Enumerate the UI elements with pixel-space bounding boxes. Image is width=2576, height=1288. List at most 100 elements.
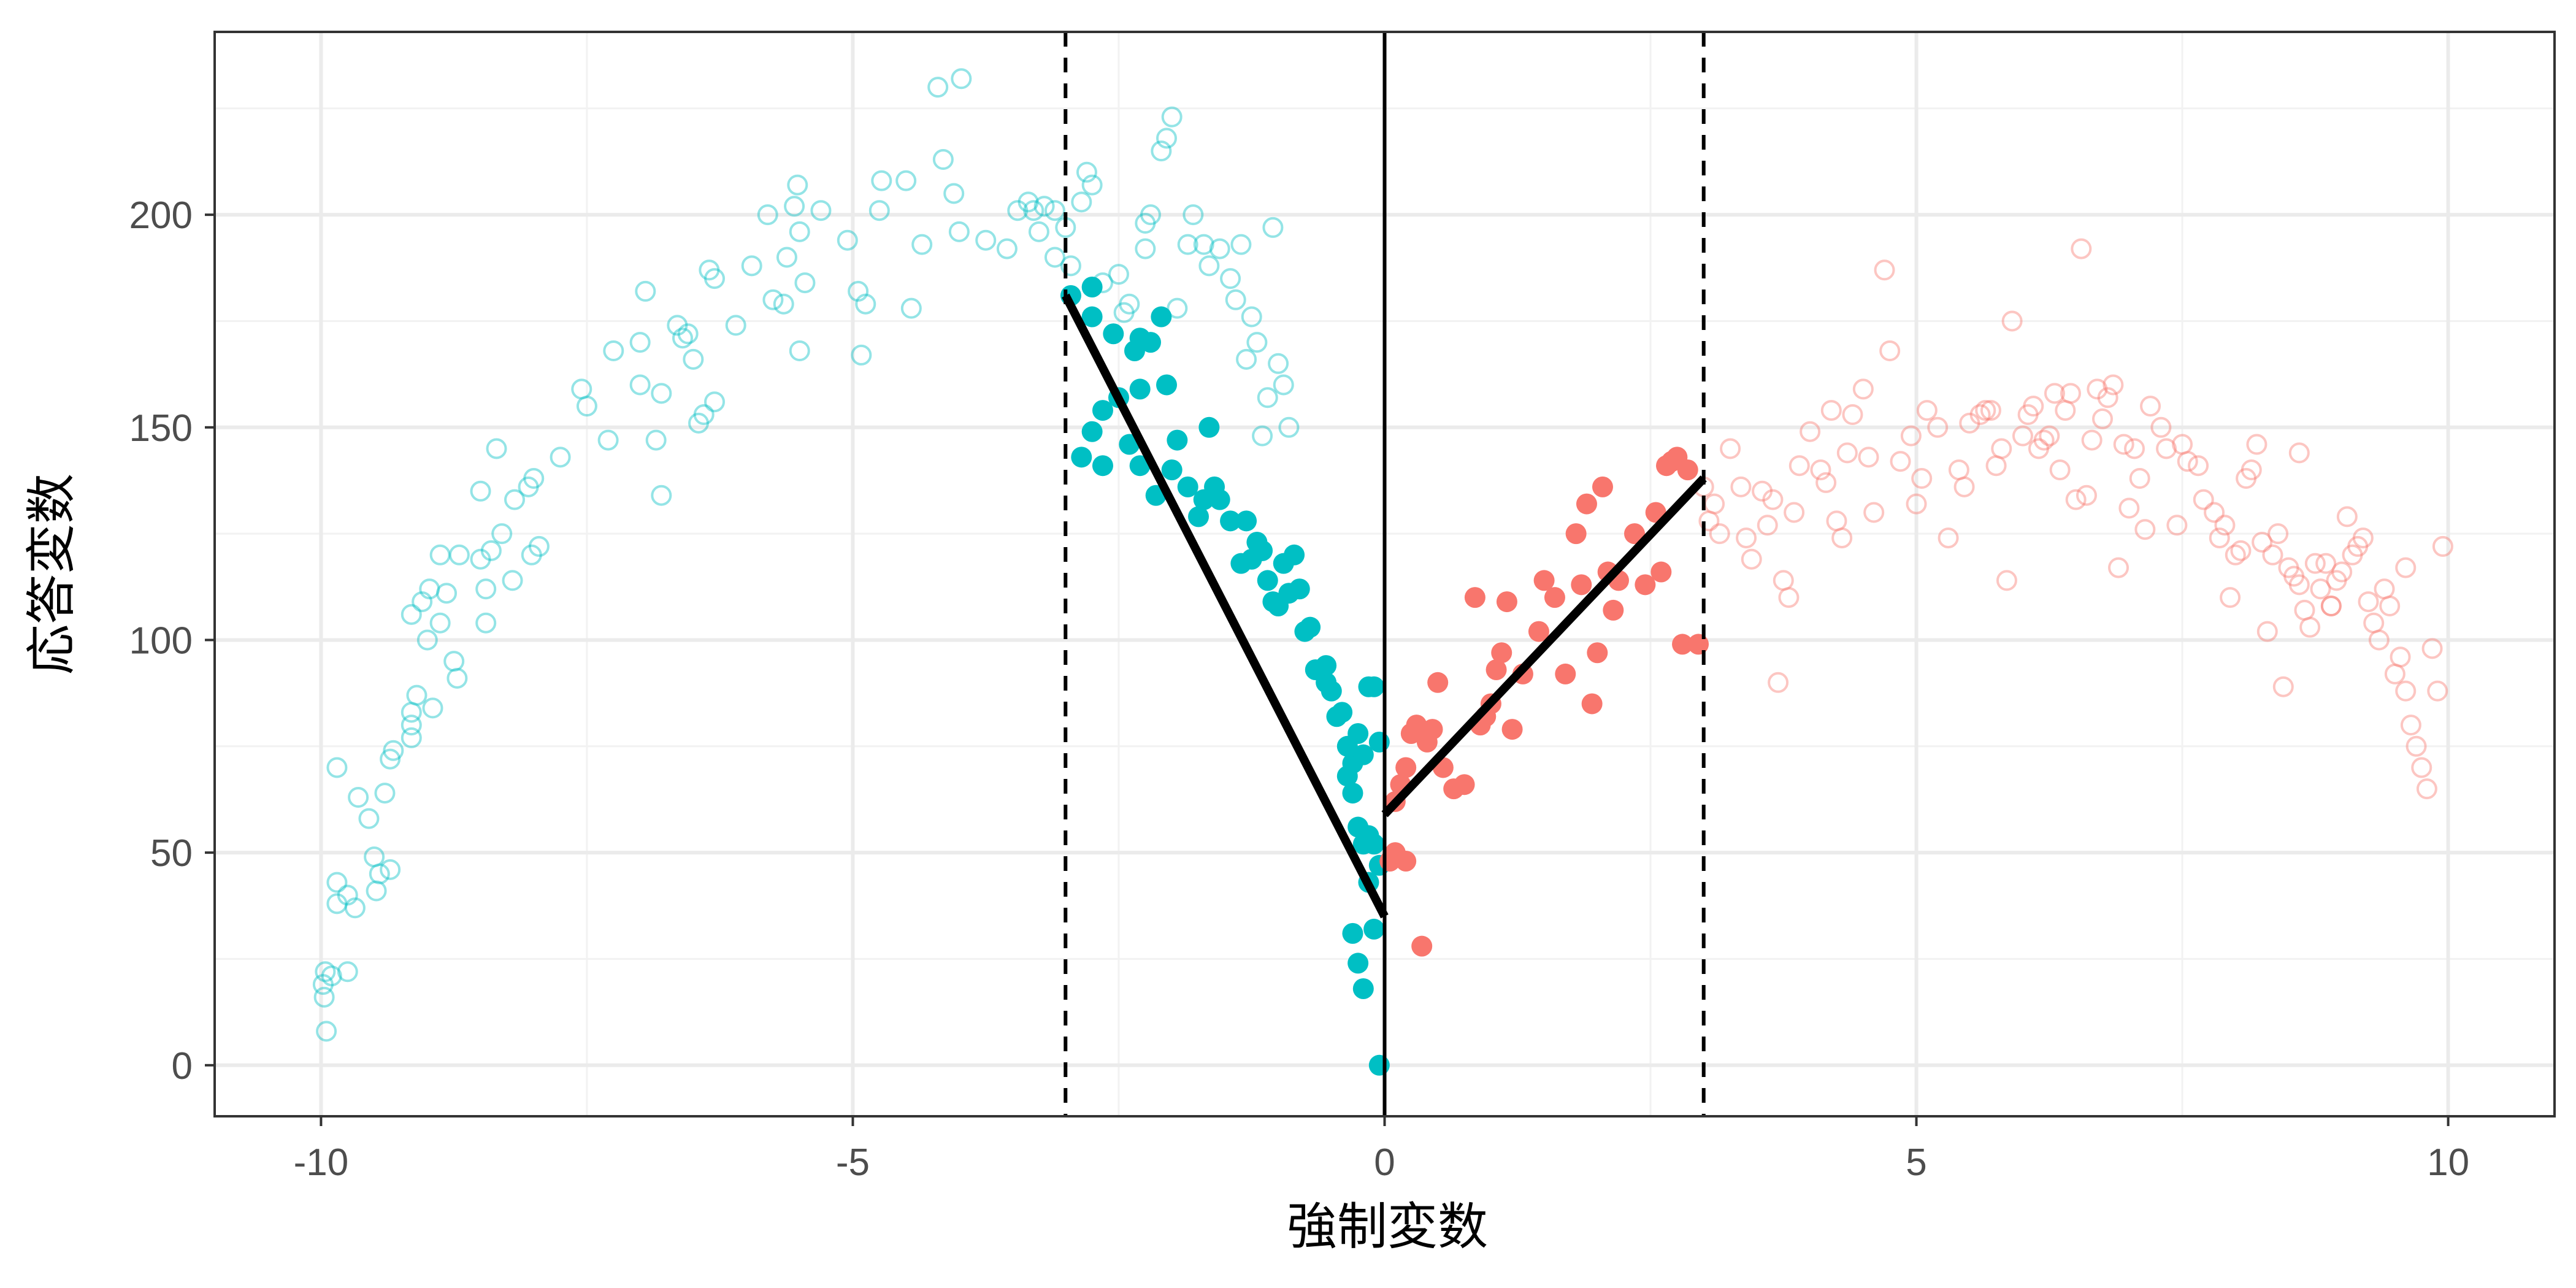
treatment-hollow-point xyxy=(1852,378,1874,400)
control-hollow-point xyxy=(776,247,797,268)
control-solid-point xyxy=(1129,455,1151,477)
control-hollow-point xyxy=(1246,332,1268,353)
control-solid-point xyxy=(1289,578,1310,600)
control-hollow-point xyxy=(1151,140,1172,162)
treatment-hollow-point xyxy=(2044,383,2065,404)
control-hollow-point xyxy=(436,583,458,604)
treatment-hollow-point xyxy=(1788,455,1810,477)
x-tick-label: 10 xyxy=(2427,1141,2469,1184)
treatment-hollow-point xyxy=(1906,493,1927,515)
control-hollow-point xyxy=(358,808,380,829)
control-solid-point xyxy=(1252,540,1273,561)
control-hollow-point xyxy=(787,174,808,196)
control-solid-point xyxy=(1220,510,1241,532)
control-hollow-point xyxy=(635,280,656,302)
control-hollow-point xyxy=(1273,374,1294,396)
treatment-hollow-point xyxy=(2347,535,2369,557)
treatment-solid-point xyxy=(1635,574,1656,596)
fit-lines xyxy=(1062,293,1707,919)
treatment-hollow-point xyxy=(1784,502,1805,523)
treatment-hollow-point xyxy=(1836,442,1858,464)
treatment-hollow-point xyxy=(2177,451,2198,472)
treatment-hollow-point xyxy=(2421,638,2443,659)
control-hollow-point xyxy=(773,293,794,315)
control-solid-point xyxy=(1368,1054,1390,1076)
control-hollow-point xyxy=(443,651,465,672)
control-hollow-point xyxy=(1018,191,1039,213)
treatment-hollow-point xyxy=(2204,502,2225,523)
treatment-hollow-point xyxy=(2294,599,2315,621)
y-tick-label: 100 xyxy=(129,619,193,662)
treatment-hollow-point xyxy=(1815,472,1837,493)
treatment-hollow-point xyxy=(2092,408,2114,429)
control-hollow-point xyxy=(528,535,550,557)
control-solid-point xyxy=(1092,455,1113,477)
treatment-hollow-point xyxy=(2103,374,2124,396)
treatment-hollow-point xyxy=(1879,340,1901,361)
control-hollow-point xyxy=(975,229,997,251)
control-solid-point xyxy=(1140,332,1161,353)
treatment-solid-point xyxy=(1454,774,1475,795)
control-hollow-point xyxy=(475,612,497,634)
treatment-hollow-point xyxy=(2225,544,2246,565)
control-hollow-point xyxy=(1033,196,1055,217)
treatment-hollow-point xyxy=(1858,447,1879,468)
treatment-solid-point xyxy=(1533,570,1555,591)
treatment-hollow-point xyxy=(2118,497,2140,519)
treatment-hollow-point xyxy=(2214,515,2236,536)
control-hollow-point xyxy=(550,447,571,468)
treatment-hollow-point xyxy=(2384,663,2405,684)
control-solid-point xyxy=(1363,676,1385,697)
treatment-solid-point xyxy=(1422,719,1443,740)
control-hollow-point xyxy=(1081,174,1103,196)
treatment-solid-point xyxy=(1496,591,1517,613)
control-solid-point xyxy=(1342,783,1363,804)
treatment-hollow-point xyxy=(2049,459,2071,481)
treatment-hollow-point xyxy=(2241,459,2262,481)
treatment-solid-point xyxy=(1395,757,1417,778)
control-hollow-point xyxy=(1135,213,1156,234)
y-tick-label: 50 xyxy=(150,832,193,875)
treatment-hollow-point xyxy=(2320,596,2342,616)
control-hollow-point xyxy=(851,344,872,366)
y-axis-title: 応答変数 xyxy=(23,473,81,675)
treatment-hollow-point xyxy=(2060,383,2081,404)
control-hollow-point xyxy=(651,383,672,404)
control-hollow-point xyxy=(1262,217,1284,238)
treatment-hollow-point xyxy=(2256,621,2278,642)
x-axis-title: 強制変数 xyxy=(1287,1198,1488,1256)
treatment-solid-point xyxy=(1501,719,1523,740)
control-solid-point xyxy=(1156,374,1178,396)
control-solid-point xyxy=(1092,400,1113,421)
control-hollow-point xyxy=(369,863,390,884)
treatment-hollow-point xyxy=(2326,570,2347,591)
treatment-solid-point xyxy=(1581,693,1603,715)
treatment-solid-point xyxy=(1571,574,1592,596)
control-hollow-point xyxy=(597,429,619,451)
treatment-hollow-point xyxy=(1826,510,1847,532)
treatment-hollow-point xyxy=(2113,434,2134,455)
control-hollow-point xyxy=(1278,416,1300,438)
control-hollow-point xyxy=(406,684,427,706)
control-hollow-point xyxy=(677,323,699,345)
treatment-hollow-point xyxy=(1736,527,1757,549)
treatment-hollow-point xyxy=(1948,459,1969,481)
control-hollow-point xyxy=(629,332,651,353)
control-hollow-point xyxy=(1113,302,1135,323)
control-fit-line xyxy=(1062,293,1389,919)
treatment-hollow-point xyxy=(1911,468,1933,489)
treatment-solid-point xyxy=(1592,476,1613,497)
control-hollow-point xyxy=(693,404,715,425)
control-hollow-point xyxy=(326,893,348,914)
control-hollow-point xyxy=(401,715,422,736)
treatment-hollow-point xyxy=(1842,404,1863,425)
x-axis-ticks: -10 -5 0 5 10 xyxy=(294,1116,2469,1184)
treatment-solid-point xyxy=(1672,634,1693,655)
treatment-solid-point xyxy=(1485,659,1507,680)
control-hollow-point xyxy=(1177,234,1198,255)
x-tick-label: -5 xyxy=(836,1141,870,1184)
treatment-solid-point xyxy=(1587,642,1608,664)
control-hollow-point xyxy=(1060,255,1081,277)
treatment-hollow-point xyxy=(2071,238,2092,259)
